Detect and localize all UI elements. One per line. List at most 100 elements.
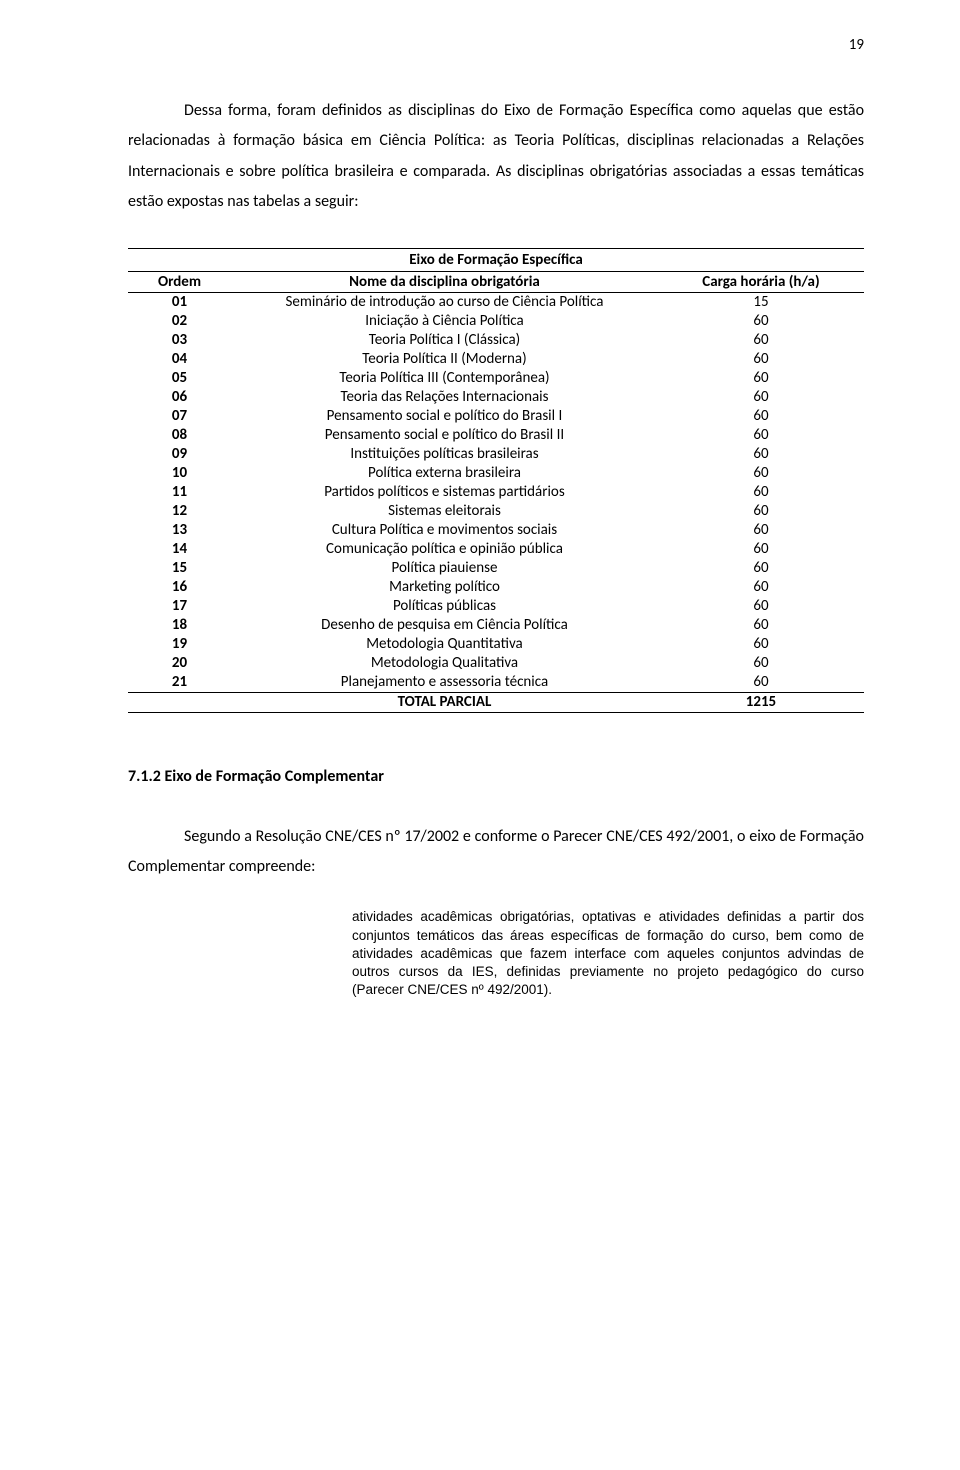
cell-ord: 21 xyxy=(128,673,231,693)
cell-ord: 07 xyxy=(128,407,231,426)
table-row: 14Comunicação política e opinião pública… xyxy=(128,540,864,559)
cell-empty xyxy=(128,692,231,712)
table-row: 21Planejamento e assessoria técnica60 xyxy=(128,673,864,693)
cell-ord: 19 xyxy=(128,635,231,654)
cell-load: 60 xyxy=(658,540,864,559)
table-row: 08Pensamento social e político do Brasil… xyxy=(128,426,864,445)
cell-name: Teoria Política I (Clássica) xyxy=(231,331,658,350)
page-number: 19 xyxy=(849,36,864,54)
cell-load: 60 xyxy=(658,407,864,426)
cell-ord: 14 xyxy=(128,540,231,559)
cell-load: 60 xyxy=(658,369,864,388)
paragraph-1: Dessa forma, foram definidos as discipli… xyxy=(128,96,864,218)
table-row: 03Teoria Política I (Clássica)60 xyxy=(128,331,864,350)
cell-load: 60 xyxy=(658,502,864,521)
table-row: 10Política externa brasileira60 xyxy=(128,464,864,483)
cell-load: 15 xyxy=(658,292,864,312)
table-total-row: TOTAL PARCIAL1215 xyxy=(128,692,864,712)
body-paragraph-block: Dessa forma, foram definidos as discipli… xyxy=(128,96,864,218)
cell-name: Teoria Política II (Moderna) xyxy=(231,350,658,369)
cell-name: Cultura Política e movimentos sociais xyxy=(231,521,658,540)
cell-load: 60 xyxy=(658,654,864,673)
page: 19 Dessa forma, foram definidos as disci… xyxy=(0,0,960,1470)
cell-ord: 04 xyxy=(128,350,231,369)
paragraph-2: Segundo a Resolução CNE/CES nº 17/2002 e… xyxy=(128,822,864,883)
cell-ord: 13 xyxy=(128,521,231,540)
cell-load: 60 xyxy=(658,616,864,635)
table-row: 05Teoria Política III (Contemporânea)60 xyxy=(128,369,864,388)
table-row: 09Instituições políticas brasileiras60 xyxy=(128,445,864,464)
cell-name: Metodologia Quantitativa xyxy=(231,635,658,654)
cell-total-label: TOTAL PARCIAL xyxy=(231,692,658,712)
cell-total-value: 1215 xyxy=(658,692,864,712)
table-title-row: Eixo de Formação Específica xyxy=(128,248,864,271)
body-paragraph-block-2: Segundo a Resolução CNE/CES nº 17/2002 e… xyxy=(128,822,864,883)
disciplines-table-wrap: Eixo de Formação Específica Ordem Nome d… xyxy=(128,248,864,713)
cell-name: Seminário de introdução ao curso de Ciên… xyxy=(231,292,658,312)
cell-load: 60 xyxy=(658,597,864,616)
cell-ord: 17 xyxy=(128,597,231,616)
cell-load: 60 xyxy=(658,464,864,483)
table-header-ord: Ordem xyxy=(128,271,231,292)
cell-ord: 09 xyxy=(128,445,231,464)
cell-load: 60 xyxy=(658,312,864,331)
table-row: 19Metodologia Quantitativa60 xyxy=(128,635,864,654)
cell-ord: 05 xyxy=(128,369,231,388)
table-row: 20Metodologia Qualitativa60 xyxy=(128,654,864,673)
quote-block: atividades acadêmicas obrigatórias, opta… xyxy=(352,908,864,999)
cell-ord: 20 xyxy=(128,654,231,673)
cell-load: 60 xyxy=(658,559,864,578)
cell-load: 60 xyxy=(658,578,864,597)
cell-name: Pensamento social e político do Brasil I… xyxy=(231,426,658,445)
cell-load: 60 xyxy=(658,673,864,693)
table-row: 07Pensamento social e político do Brasil… xyxy=(128,407,864,426)
cell-ord: 03 xyxy=(128,331,231,350)
cell-load: 60 xyxy=(658,350,864,369)
table-title: Eixo de Formação Específica xyxy=(128,248,864,271)
cell-load: 60 xyxy=(658,388,864,407)
table-header-row: Ordem Nome da disciplina obrigatória Car… xyxy=(128,271,864,292)
table-row: 04Teoria Política II (Moderna)60 xyxy=(128,350,864,369)
table-row: 15Política piauiense60 xyxy=(128,559,864,578)
cell-load: 60 xyxy=(658,331,864,350)
cell-name: Comunicação política e opinião pública xyxy=(231,540,658,559)
cell-name: Marketing político xyxy=(231,578,658,597)
table-row: 17Políticas públicas60 xyxy=(128,597,864,616)
cell-ord: 01 xyxy=(128,292,231,312)
cell-ord: 16 xyxy=(128,578,231,597)
disciplines-table: Eixo de Formação Específica Ordem Nome d… xyxy=(128,248,864,713)
cell-name: Instituições políticas brasileiras xyxy=(231,445,658,464)
cell-ord: 02 xyxy=(128,312,231,331)
cell-name: Partidos políticos e sistemas partidário… xyxy=(231,483,658,502)
table-row: 12Sistemas eleitorais60 xyxy=(128,502,864,521)
table-row: 06Teoria das Relações Internacionais60 xyxy=(128,388,864,407)
table-row: 01Seminário de introdução ao curso de Ci… xyxy=(128,292,864,312)
cell-name: Iniciação à Ciência Política xyxy=(231,312,658,331)
section-heading: 7.1.2 Eixo de Formação Complementar xyxy=(128,767,864,786)
cell-load: 60 xyxy=(658,635,864,654)
table-row: 11Partidos políticos e sistemas partidár… xyxy=(128,483,864,502)
cell-ord: 11 xyxy=(128,483,231,502)
table-header-name: Nome da disciplina obrigatória xyxy=(231,271,658,292)
table-body: 01Seminário de introdução ao curso de Ci… xyxy=(128,292,864,712)
cell-name: Metodologia Qualitativa xyxy=(231,654,658,673)
cell-ord: 08 xyxy=(128,426,231,445)
cell-name: Teoria Política III (Contemporânea) xyxy=(231,369,658,388)
table-header-load: Carga horária (h/a) xyxy=(658,271,864,292)
cell-name: Sistemas eleitorais xyxy=(231,502,658,521)
cell-name: Política externa brasileira xyxy=(231,464,658,483)
table-row: 18Desenho de pesquisa em Ciência Polític… xyxy=(128,616,864,635)
cell-load: 60 xyxy=(658,445,864,464)
cell-name: Política piauiense xyxy=(231,559,658,578)
cell-name: Políticas públicas xyxy=(231,597,658,616)
cell-ord: 06 xyxy=(128,388,231,407)
cell-ord: 12 xyxy=(128,502,231,521)
cell-load: 60 xyxy=(658,426,864,445)
cell-ord: 18 xyxy=(128,616,231,635)
cell-load: 60 xyxy=(658,521,864,540)
cell-ord: 10 xyxy=(128,464,231,483)
cell-load: 60 xyxy=(658,483,864,502)
cell-name: Pensamento social e político do Brasil I xyxy=(231,407,658,426)
cell-name: Teoria das Relações Internacionais xyxy=(231,388,658,407)
table-row: 02Iniciação à Ciência Política60 xyxy=(128,312,864,331)
